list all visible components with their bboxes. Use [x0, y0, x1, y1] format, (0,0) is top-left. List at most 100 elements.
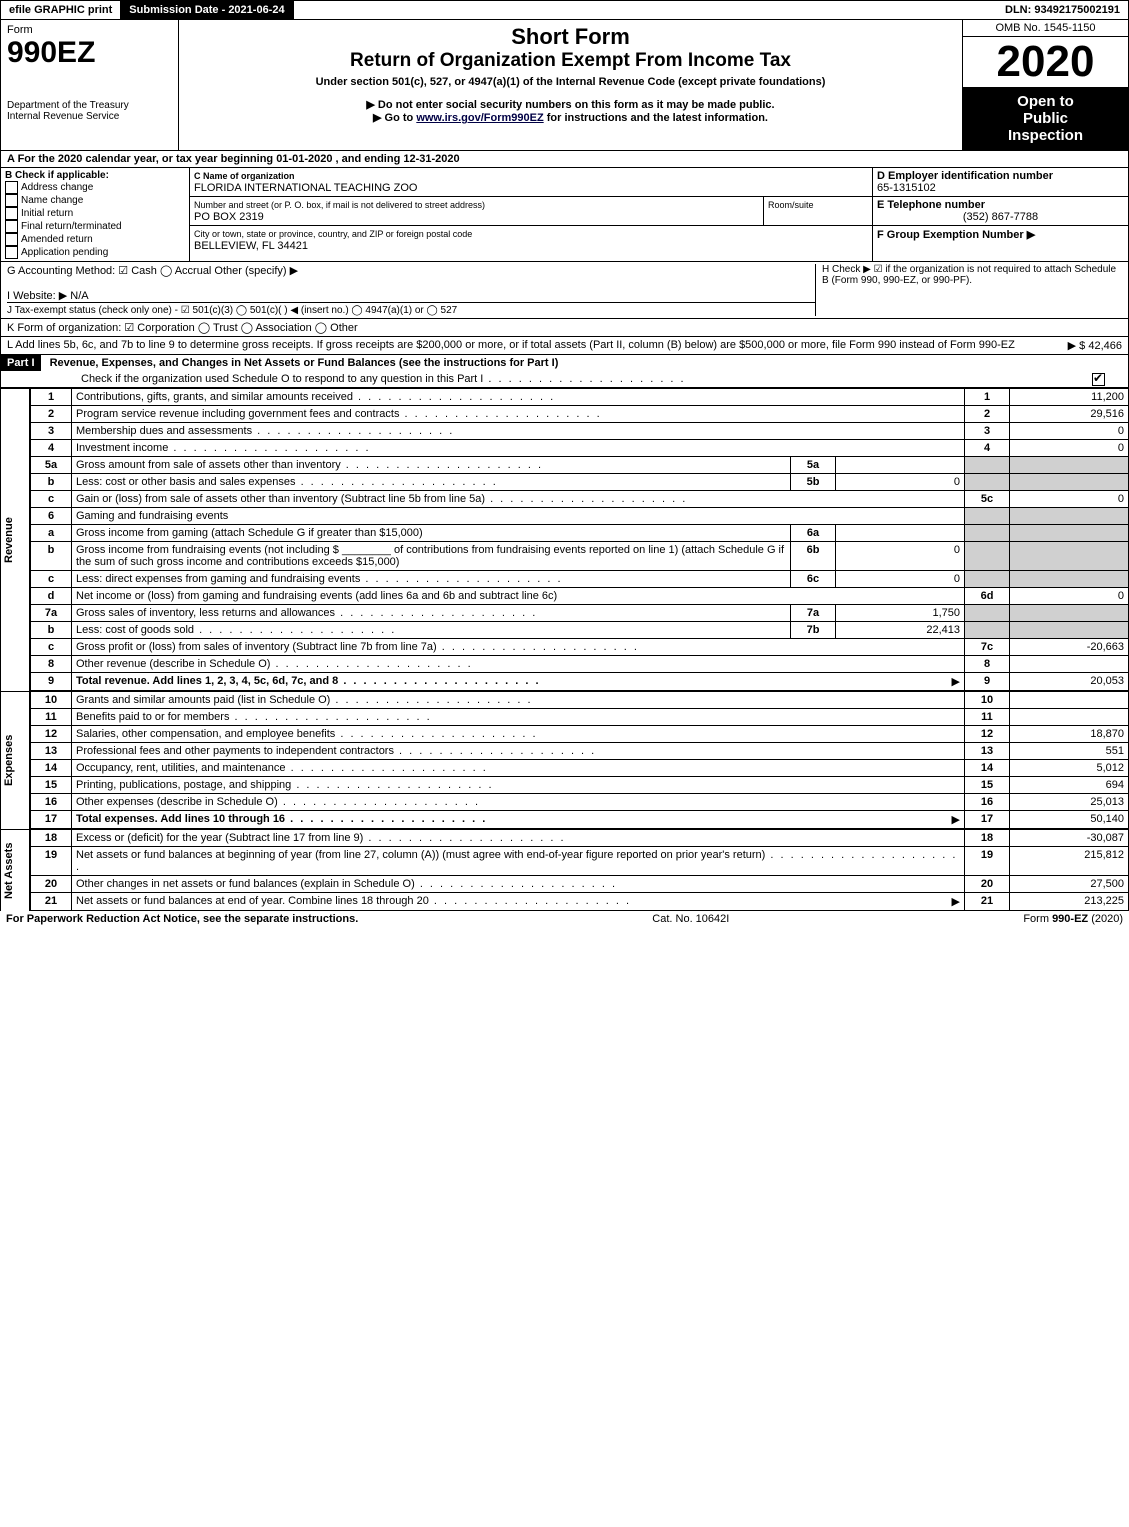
line-6b: bGross income from fundraising events (n…	[31, 542, 1129, 571]
line-l-amount: ▶ $ 42,466	[1022, 339, 1122, 352]
line-3: 3Membership dues and assessments30	[31, 423, 1129, 440]
dln: DLN: 93492175002191	[997, 1, 1128, 19]
title-short-form: Short Form	[183, 24, 958, 50]
line-5c: cGain or (loss) from sale of assets othe…	[31, 491, 1129, 508]
form-number: 990EZ	[7, 36, 172, 70]
goto-line: ▶ Go to www.irs.gov/Form990EZ for instru…	[183, 111, 958, 124]
line-j-status: J Tax-exempt status (check only one) - ☑…	[7, 305, 815, 316]
part-i-header: Part I Revenue, Expenses, and Changes in…	[0, 355, 1129, 388]
line-6d: dNet income or (loss) from gaming and fu…	[31, 588, 1129, 605]
chk-amended-return[interactable]	[5, 233, 18, 246]
dept-treasury: Department of the Treasury	[7, 100, 172, 111]
line-10: 10Grants and similar amounts paid (list …	[31, 692, 1129, 709]
open-line1: Open to	[969, 93, 1122, 110]
line-a-period: A For the 2020 calendar year, or tax yea…	[0, 151, 1129, 168]
omb-number: OMB No. 1545-1150	[963, 20, 1128, 37]
netassets-vert-label: Net Assets	[0, 829, 30, 911]
part-i-label: Part I	[1, 355, 41, 371]
chk-name-change[interactable]	[5, 194, 18, 207]
box-e-label: E Telephone number	[877, 199, 985, 211]
open-line3: Inspection	[969, 127, 1122, 144]
dept-irs: Internal Revenue Service	[7, 111, 172, 122]
opt-amended-return: Amended return	[21, 234, 93, 245]
chk-final-return[interactable]	[5, 220, 18, 233]
box-c-label: C Name of organization	[194, 171, 295, 181]
line-g-accounting: G Accounting Method: ☑ Cash ◯ Accrual Ot…	[7, 264, 815, 277]
form-header: Form 990EZ Department of the Treasury In…	[0, 20, 1129, 151]
tax-year: 2020	[963, 37, 1128, 87]
line-14: 14Occupancy, rent, utilities, and mainte…	[31, 760, 1129, 777]
part-i-checkline: Check if the organization used Schedule …	[81, 373, 686, 385]
netassets-section: Net Assets 18Excess or (deficit) for the…	[0, 829, 1129, 911]
line-5b: bLess: cost or other basis and sales exp…	[31, 474, 1129, 491]
expenses-section: Expenses 10Grants and similar amounts pa…	[0, 691, 1129, 829]
entity-block: B Check if applicable: Address change Na…	[0, 168, 1129, 262]
box-d-label: D Employer identification number	[877, 170, 1053, 182]
line-l-gross-receipts: L Add lines 5b, 6c, and 7b to line 9 to …	[0, 337, 1129, 355]
title-return: Return of Organization Exempt From Incom…	[183, 50, 958, 72]
org-address: PO BOX 2319	[194, 211, 264, 223]
box-c: C Name of organization FLORIDA INTERNATI…	[190, 168, 873, 261]
opt-initial-return: Initial return	[21, 208, 73, 219]
line-9: 9Total revenue. Add lines 1, 2, 3, 4, 5c…	[31, 673, 1129, 691]
line-11: 11Benefits paid to or for members11	[31, 709, 1129, 726]
line-8: 8Other revenue (describe in Schedule O)8	[31, 656, 1129, 673]
line-13: 13Professional fees and other payments t…	[31, 743, 1129, 760]
line-18: 18Excess or (deficit) for the year (Subt…	[31, 830, 1129, 847]
line-i-website: I Website: ▶ N/A	[7, 289, 815, 303]
org-city: BELLEVIEW, FL 34421	[194, 240, 308, 252]
box-b-title: B Check if applicable:	[5, 170, 109, 181]
line-2: 2Program service revenue including gover…	[31, 406, 1129, 423]
line-g-h-row: G Accounting Method: ☑ Cash ◯ Accrual Ot…	[0, 262, 1129, 319]
footer-cat: Cat. No. 10642I	[652, 913, 729, 925]
footer-left: For Paperwork Reduction Act Notice, see …	[6, 913, 358, 925]
expenses-vert-label: Expenses	[0, 691, 30, 829]
line-20: 20Other changes in net assets or fund ba…	[31, 876, 1129, 893]
org-name: FLORIDA INTERNATIONAL TEACHING ZOO	[194, 182, 418, 194]
line-5a: 5aGross amount from sale of assets other…	[31, 457, 1129, 474]
open-line2: Public	[969, 110, 1122, 127]
boxes-def: D Employer identification number 65-1315…	[873, 168, 1128, 261]
ssn-warning: ▶ Do not enter social security numbers o…	[183, 98, 958, 111]
room-label: Room/suite	[768, 200, 814, 210]
chk-initial-return[interactable]	[5, 207, 18, 220]
open-public-inspection: Open to Public Inspection	[963, 87, 1128, 150]
box-f-label: F Group Exemption Number ▶	[877, 229, 1035, 241]
part-i-checkbox[interactable]	[1092, 373, 1105, 386]
opt-name-change: Name change	[21, 195, 83, 206]
line-6a: aGross income from gaming (attach Schedu…	[31, 525, 1129, 542]
line-h-schedule-b: H Check ▶ ☑ if the organization is not r…	[815, 264, 1122, 316]
ein-value: 65-1315102	[877, 182, 936, 194]
line-12: 12Salaries, other compensation, and empl…	[31, 726, 1129, 743]
page-footer: For Paperwork Reduction Act Notice, see …	[0, 911, 1129, 927]
efile-print[interactable]: efile GRAPHIC print	[1, 1, 121, 19]
irs-link[interactable]: www.irs.gov/Form990EZ	[416, 112, 543, 124]
line-7b: bLess: cost of goods sold7b22,413	[31, 622, 1129, 639]
part-i-title: Revenue, Expenses, and Changes in Net As…	[44, 357, 559, 369]
box-b-check-applicable: B Check if applicable: Address change Na…	[1, 168, 190, 261]
phone-value: (352) 867-7788	[877, 211, 1124, 223]
line-6c: cLess: direct expenses from gaming and f…	[31, 571, 1129, 588]
revenue-vert-label: Revenue	[0, 388, 30, 691]
opt-final-return: Final return/terminated	[21, 221, 122, 232]
line-k-org-form: K Form of organization: ☑ Corporation ◯ …	[0, 319, 1129, 337]
opt-address-change: Address change	[21, 182, 93, 193]
line-6: 6Gaming and fundraising events	[31, 508, 1129, 525]
line-19: 19Net assets or fund balances at beginni…	[31, 847, 1129, 876]
line-l-text: L Add lines 5b, 6c, and 7b to line 9 to …	[7, 339, 1022, 352]
addr-label: Number and street (or P. O. box, if mail…	[194, 200, 485, 210]
goto-prefix: ▶ Go to	[373, 112, 416, 124]
line-16: 16Other expenses (describe in Schedule O…	[31, 794, 1129, 811]
line-21: 21Net assets or fund balances at end of …	[31, 893, 1129, 911]
form-word: Form	[7, 24, 172, 36]
chk-application-pending[interactable]	[5, 246, 18, 259]
city-label: City or town, state or province, country…	[194, 229, 472, 239]
goto-suffix: for instructions and the latest informat…	[547, 112, 768, 124]
line-1: 1Contributions, gifts, grants, and simil…	[31, 389, 1129, 406]
line-15: 15Printing, publications, postage, and s…	[31, 777, 1129, 794]
chk-address-change[interactable]	[5, 181, 18, 194]
footer-right: Form 990-EZ (2020)	[1023, 913, 1123, 925]
line-17: 17Total expenses. Add lines 10 through 1…	[31, 811, 1129, 829]
line-7a: 7aGross sales of inventory, less returns…	[31, 605, 1129, 622]
submission-date: Submission Date - 2021-06-24	[121, 1, 293, 19]
